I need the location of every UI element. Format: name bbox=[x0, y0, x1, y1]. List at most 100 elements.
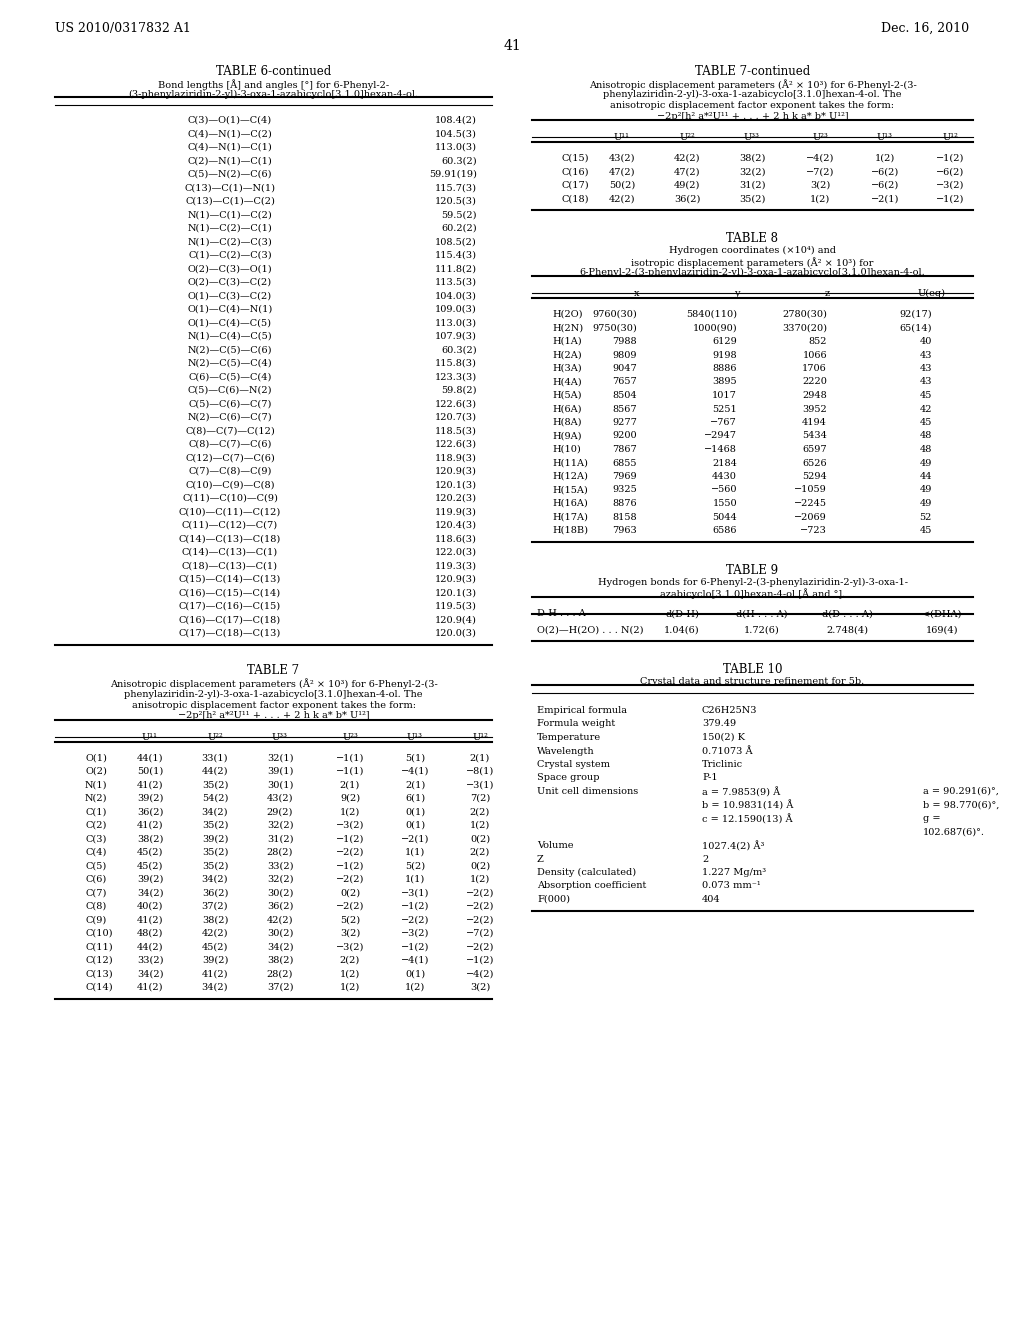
Text: O(1)—C(4)—C(5): O(1)—C(4)—C(5) bbox=[188, 318, 272, 327]
Text: −1(1): −1(1) bbox=[336, 767, 365, 776]
Text: C(5)—N(2)—C(6): C(5)—N(2)—C(6) bbox=[187, 170, 272, 180]
Text: N(1)—C(2)—C(1): N(1)—C(2)—C(1) bbox=[187, 224, 272, 234]
Text: C(18): C(18) bbox=[562, 194, 590, 203]
Text: 1706: 1706 bbox=[802, 364, 827, 374]
Text: 43: 43 bbox=[920, 378, 932, 387]
Text: 41(2): 41(2) bbox=[137, 780, 163, 789]
Text: 6(1): 6(1) bbox=[404, 795, 425, 803]
Text: 50(1): 50(1) bbox=[137, 767, 163, 776]
Text: −6(2): −6(2) bbox=[870, 181, 899, 190]
Text: 852: 852 bbox=[809, 337, 827, 346]
Text: Triclinic: Triclinic bbox=[702, 760, 743, 770]
Text: 65(14): 65(14) bbox=[899, 323, 932, 333]
Text: 1(1): 1(1) bbox=[404, 875, 425, 884]
Text: −7(2): −7(2) bbox=[466, 929, 495, 939]
Text: Unit cell dimensions: Unit cell dimensions bbox=[537, 787, 638, 796]
Text: −8(1): −8(1) bbox=[466, 767, 495, 776]
Text: −2(2): −2(2) bbox=[466, 942, 495, 952]
Text: 1066: 1066 bbox=[803, 351, 827, 359]
Text: phenylaziridin-2-yl)-3-oxa-1-azabicyclo[3.1.0]hexan-4-ol. The: phenylaziridin-2-yl)-3-oxa-1-azabicyclo[… bbox=[603, 90, 902, 99]
Text: −1(2): −1(2) bbox=[466, 956, 495, 965]
Text: 31(2): 31(2) bbox=[738, 181, 765, 190]
Text: −767: −767 bbox=[711, 418, 737, 426]
Text: 0(1): 0(1) bbox=[404, 808, 425, 817]
Text: 41(2): 41(2) bbox=[137, 821, 163, 830]
Text: 5840(110): 5840(110) bbox=[686, 310, 737, 319]
Text: H(6A): H(6A) bbox=[552, 404, 582, 413]
Text: 9750(30): 9750(30) bbox=[592, 323, 637, 333]
Text: C(2): C(2) bbox=[85, 821, 106, 830]
Text: a = 90.291(6)°,: a = 90.291(6)°, bbox=[923, 787, 998, 796]
Text: 5251: 5251 bbox=[713, 404, 737, 413]
Text: 39(1): 39(1) bbox=[267, 767, 293, 776]
Text: 44(2): 44(2) bbox=[137, 942, 163, 952]
Text: −1(2): −1(2) bbox=[400, 902, 429, 911]
Text: U²²: U²² bbox=[207, 733, 223, 742]
Text: 7963: 7963 bbox=[612, 525, 637, 535]
Text: c = 12.1590(13) Å: c = 12.1590(13) Å bbox=[702, 814, 793, 824]
Text: H(12A): H(12A) bbox=[552, 473, 588, 480]
Text: −2(2): −2(2) bbox=[466, 916, 495, 924]
Text: 2.748(4): 2.748(4) bbox=[826, 626, 868, 635]
Text: Hydrogen bonds for 6-Phenyl-2-(3-phenylaziridin-2-yl)-3-oxa-1-: Hydrogen bonds for 6-Phenyl-2-(3-phenyla… bbox=[597, 578, 907, 586]
Text: 2(1): 2(1) bbox=[340, 780, 360, 789]
Text: azabicyclo[3.1.0]hexan-4-ol [Å and °].: azabicyclo[3.1.0]hexan-4-ol [Å and °]. bbox=[659, 589, 845, 599]
Text: 38(2): 38(2) bbox=[267, 956, 293, 965]
Text: H(2N): H(2N) bbox=[552, 323, 583, 333]
Text: 47(2): 47(2) bbox=[608, 168, 635, 177]
Text: U²³: U²³ bbox=[342, 733, 358, 742]
Text: C(5): C(5) bbox=[85, 862, 106, 870]
Text: 120.5(3): 120.5(3) bbox=[435, 197, 477, 206]
Text: 120.0(3): 120.0(3) bbox=[435, 630, 477, 638]
Text: −2(2): −2(2) bbox=[336, 902, 365, 911]
Text: 122.6(3): 122.6(3) bbox=[435, 400, 477, 408]
Text: −723: −723 bbox=[800, 525, 827, 535]
Text: 2184: 2184 bbox=[712, 458, 737, 467]
Text: 6129: 6129 bbox=[713, 337, 737, 346]
Text: (3-phenylaziridin-2-yl)-3-oxa-1-azabicyclo[3.1.0]hexan-4-ol.: (3-phenylaziridin-2-yl)-3-oxa-1-azabicyc… bbox=[128, 90, 419, 99]
Text: N(2)—C(6)—C(7): N(2)—C(6)—C(7) bbox=[187, 413, 272, 422]
Text: 8158: 8158 bbox=[612, 512, 637, 521]
Text: 49: 49 bbox=[920, 486, 932, 495]
Text: 1.227 Mg/m³: 1.227 Mg/m³ bbox=[702, 869, 766, 876]
Text: U¹¹: U¹¹ bbox=[142, 733, 158, 742]
Text: 169(4): 169(4) bbox=[926, 626, 958, 635]
Text: z: z bbox=[824, 289, 829, 298]
Text: 1017: 1017 bbox=[712, 391, 737, 400]
Text: 59.5(2): 59.5(2) bbox=[441, 210, 477, 219]
Text: 49: 49 bbox=[920, 499, 932, 508]
Text: 33(2): 33(2) bbox=[266, 862, 293, 870]
Text: H(18B): H(18B) bbox=[552, 525, 588, 535]
Text: H(1A): H(1A) bbox=[552, 337, 582, 346]
Text: 2: 2 bbox=[702, 854, 709, 863]
Text: 2(2): 2(2) bbox=[470, 847, 490, 857]
Text: U³³: U³³ bbox=[272, 733, 288, 742]
Text: C(12)—C(7)—C(6): C(12)—C(7)—C(6) bbox=[185, 454, 274, 462]
Text: 6855: 6855 bbox=[612, 458, 637, 467]
Text: Volume: Volume bbox=[537, 841, 573, 850]
Text: −2(2): −2(2) bbox=[336, 847, 365, 857]
Text: C(15): C(15) bbox=[562, 154, 590, 162]
Text: 115.8(3): 115.8(3) bbox=[435, 359, 477, 368]
Text: Wavelength: Wavelength bbox=[537, 747, 595, 755]
Text: H(17A): H(17A) bbox=[552, 512, 588, 521]
Text: 1.04(6): 1.04(6) bbox=[665, 626, 699, 635]
Text: U³³: U³³ bbox=[744, 133, 760, 143]
Text: U¹¹: U¹¹ bbox=[614, 133, 630, 143]
Text: TABLE 8: TABLE 8 bbox=[726, 232, 778, 246]
Text: <(DHA): <(DHA) bbox=[923, 610, 962, 619]
Text: phenylaziridin-2-yl)-3-oxa-1-azabicyclo[3.1.0]hexan-4-ol. The: phenylaziridin-2-yl)-3-oxa-1-azabicyclo[… bbox=[124, 689, 423, 698]
Text: 35(2): 35(2) bbox=[738, 194, 765, 203]
Text: C(6)—C(5)—C(4): C(6)—C(5)—C(4) bbox=[188, 372, 271, 381]
Text: 32(2): 32(2) bbox=[738, 168, 765, 177]
Text: 34(2): 34(2) bbox=[202, 875, 228, 884]
Text: 35(2): 35(2) bbox=[202, 862, 228, 870]
Text: TABLE 9: TABLE 9 bbox=[726, 564, 778, 577]
Text: 32(2): 32(2) bbox=[266, 875, 293, 884]
Text: 7657: 7657 bbox=[612, 378, 637, 387]
Text: 34(2): 34(2) bbox=[137, 969, 163, 978]
Text: C(10)—C(11)—C(12): C(10)—C(11)—C(12) bbox=[179, 507, 282, 516]
Text: 2780(30): 2780(30) bbox=[782, 310, 827, 319]
Text: d(H . . . A): d(H . . . A) bbox=[736, 610, 787, 619]
Text: 1(1): 1(1) bbox=[404, 847, 425, 857]
